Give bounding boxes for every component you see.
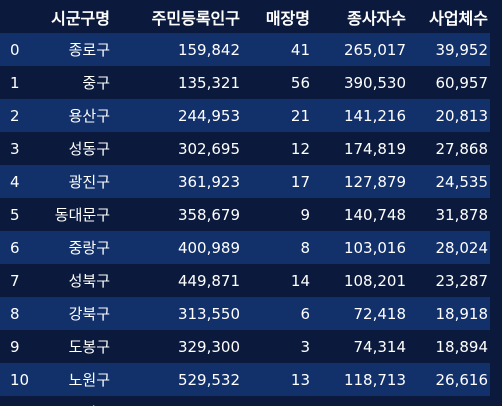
table-row[interactable]: 7 성북구 449,871 14 108,201 23,287 <box>0 264 490 297</box>
row-index: 0 <box>0 33 30 66</box>
row-index: 4 <box>0 165 30 198</box>
cell-population: 135,321 <box>112 66 242 99</box>
cell-employees: 118,713 <box>312 363 408 396</box>
cell-population: 302,695 <box>112 132 242 165</box>
cell-businesses: 27,868 <box>408 132 490 165</box>
cell-district: 종로구 <box>30 33 112 66</box>
cell-stores: 41 <box>242 33 312 66</box>
table-body: 0 종로구 159,842 41 265,017 39,952 1 중구 135,321 56 39… <box>0 33 490 406</box>
cell-employees: 141,216 <box>312 99 408 132</box>
table-row[interactable]: 5 동대문구 358,679 9 140,748 31,878 <box>0 198 490 231</box>
table-row[interactable]: 0 종로구 159,842 41 265,017 39,952 <box>0 33 490 66</box>
data-table: 시군구명 주민등록인구 매장명 종사자수 사업체수 0 종로구 159,842 41 2… <box>0 0 490 406</box>
index-header <box>0 0 30 33</box>
column-header-district[interactable]: 시군구명 <box>30 0 112 33</box>
cell-population: 358,679 <box>112 198 242 231</box>
cell-district: 성북구 <box>30 264 112 297</box>
cell-businesses: 31,878 <box>408 198 490 231</box>
cell-stores: 56 <box>242 66 312 99</box>
cell-population: 485,842 <box>112 396 242 406</box>
cell-employees: 74,314 <box>312 330 408 363</box>
row-index: 7 <box>0 264 30 297</box>
cell-population: 313,550 <box>112 297 242 330</box>
column-header-stores[interactable]: 매장명 <box>242 0 312 33</box>
table-row[interactable]: 3 성동구 302,695 12 174,819 27,868 <box>0 132 490 165</box>
cell-stores: 3 <box>242 330 312 363</box>
cell-stores: 17 <box>242 165 312 198</box>
table-row[interactable]: 1 중구 135,321 56 390,530 60,957 <box>0 66 490 99</box>
table-row[interactable]: 2 용산구 244,953 21 141,216 20,813 <box>0 99 490 132</box>
row-index: 5 <box>0 198 30 231</box>
cell-population: 449,871 <box>112 264 242 297</box>
column-header-employees[interactable]: 종사자수 <box>312 0 408 33</box>
cell-stores: 6 <box>242 297 312 330</box>
cell-stores: 8 <box>242 396 312 406</box>
cell-businesses: 24,535 <box>408 165 490 198</box>
cell-employees: 140,748 <box>312 198 408 231</box>
cell-district: 중랑구 <box>30 231 112 264</box>
row-index: 3 <box>0 132 30 165</box>
cell-district: 성동구 <box>30 132 112 165</box>
row-index: 9 <box>0 330 30 363</box>
cell-population: 244,953 <box>112 99 242 132</box>
cell-stores: 12 <box>242 132 312 165</box>
cell-district: 도봉구 <box>30 330 112 363</box>
cell-employees: 108,201 <box>312 264 408 297</box>
cell-employees: 174,819 <box>312 132 408 165</box>
cell-businesses: 28,024 <box>408 231 490 264</box>
cell-population: 361,923 <box>112 165 242 198</box>
cell-district: 은평구 <box>30 396 112 406</box>
cell-population: 329,300 <box>112 330 242 363</box>
cell-employees: 127,879 <box>312 165 408 198</box>
row-index: 11 <box>0 396 30 406</box>
cell-stores: 9 <box>242 198 312 231</box>
cell-businesses: 24,873 <box>408 396 490 406</box>
cell-businesses: 23,287 <box>408 264 490 297</box>
cell-employees: 90,049 <box>312 396 408 406</box>
cell-businesses: 60,957 <box>408 66 490 99</box>
row-index: 1 <box>0 66 30 99</box>
row-index: 2 <box>0 99 30 132</box>
row-index: 8 <box>0 297 30 330</box>
column-header-population[interactable]: 주민등록인구 <box>112 0 242 33</box>
right-edge <box>490 0 502 406</box>
header-row: 시군구명 주민등록인구 매장명 종사자수 사업체수 <box>0 0 490 33</box>
column-header-businesses[interactable]: 사업체수 <box>408 0 490 33</box>
table-row[interactable]: 11은평구485,842890,04924,873 <box>0 396 490 406</box>
cell-district: 강북구 <box>30 297 112 330</box>
cell-district: 용산구 <box>30 99 112 132</box>
cell-district: 동대문구 <box>30 198 112 231</box>
cell-stores: 14 <box>242 264 312 297</box>
cell-businesses: 18,894 <box>408 330 490 363</box>
cell-district: 노원구 <box>30 363 112 396</box>
table-row[interactable]: 10 노원구 529,532 13 118,713 26,616 <box>0 363 490 396</box>
table-row[interactable]: 8 강북구 313,550 6 72,418 18,918 <box>0 297 490 330</box>
cell-stores: 8 <box>242 231 312 264</box>
cell-stores: 21 <box>242 99 312 132</box>
cell-stores: 13 <box>242 363 312 396</box>
cell-businesses: 18,918 <box>408 297 490 330</box>
table-row[interactable]: 4 광진구 361,923 17 127,879 24,535 <box>0 165 490 198</box>
row-index: 10 <box>0 363 30 396</box>
cell-businesses: 39,952 <box>408 33 490 66</box>
cell-employees: 265,017 <box>312 33 408 66</box>
table-row[interactable]: 6 중랑구 400,989 8 103,016 28,024 <box>0 231 490 264</box>
cell-district: 광진구 <box>30 165 112 198</box>
cell-population: 159,842 <box>112 33 242 66</box>
row-index: 6 <box>0 231 30 264</box>
cell-population: 529,532 <box>112 363 242 396</box>
cell-employees: 390,530 <box>312 66 408 99</box>
cell-businesses: 20,813 <box>408 99 490 132</box>
cell-population: 400,989 <box>112 231 242 264</box>
cell-businesses: 26,616 <box>408 363 490 396</box>
cell-employees: 103,016 <box>312 231 408 264</box>
table-header: 시군구명 주민등록인구 매장명 종사자수 사업체수 <box>0 0 490 33</box>
table-row[interactable]: 9 도봉구 329,300 3 74,314 18,894 <box>0 330 490 363</box>
cell-employees: 72,418 <box>312 297 408 330</box>
cell-district: 중구 <box>30 66 112 99</box>
